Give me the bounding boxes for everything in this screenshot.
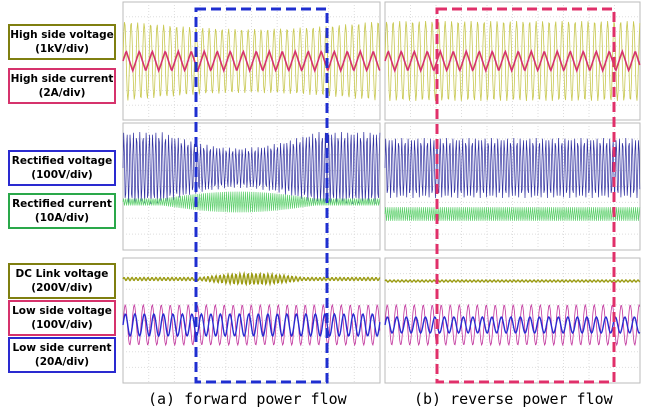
label-scale: (2A/div) — [10, 86, 114, 100]
label-scale: (20A/div) — [10, 355, 114, 369]
label-scale: (100V/div) — [10, 168, 114, 182]
label-title: High side current — [10, 72, 114, 86]
label-box: DC Link voltage(200V/div) — [8, 263, 116, 299]
label-title: High side voltage — [10, 28, 114, 42]
label-title: DC Link voltage — [10, 267, 114, 281]
label-box: Rectified current(10A/div) — [8, 193, 116, 229]
label-box: High side voltage(1kV/div) — [8, 24, 116, 60]
label-box: High side current(2A/div) — [8, 68, 116, 104]
label-box: Low side current(20A/div) — [8, 337, 116, 373]
figure: High side voltage(1kV/div) High side cur… — [0, 0, 654, 414]
label-title: Rectified current — [10, 197, 114, 211]
label-box: Rectified voltage(100V/div) — [8, 150, 116, 186]
label-title: Low side current — [10, 341, 114, 355]
label-scale: (1kV/div) — [10, 42, 114, 56]
caption: (b) reverse power flow — [414, 390, 613, 408]
label-box: Low side voltage(100V/div) — [8, 300, 116, 336]
caption: (a) forward power flow — [148, 390, 347, 408]
label-scale: (200V/div) — [10, 281, 114, 295]
label-title: Rectified voltage — [10, 154, 114, 168]
label-title: Low side voltage — [10, 304, 114, 318]
label-scale: (10A/div) — [10, 211, 114, 225]
label-scale: (100V/div) — [10, 318, 114, 332]
